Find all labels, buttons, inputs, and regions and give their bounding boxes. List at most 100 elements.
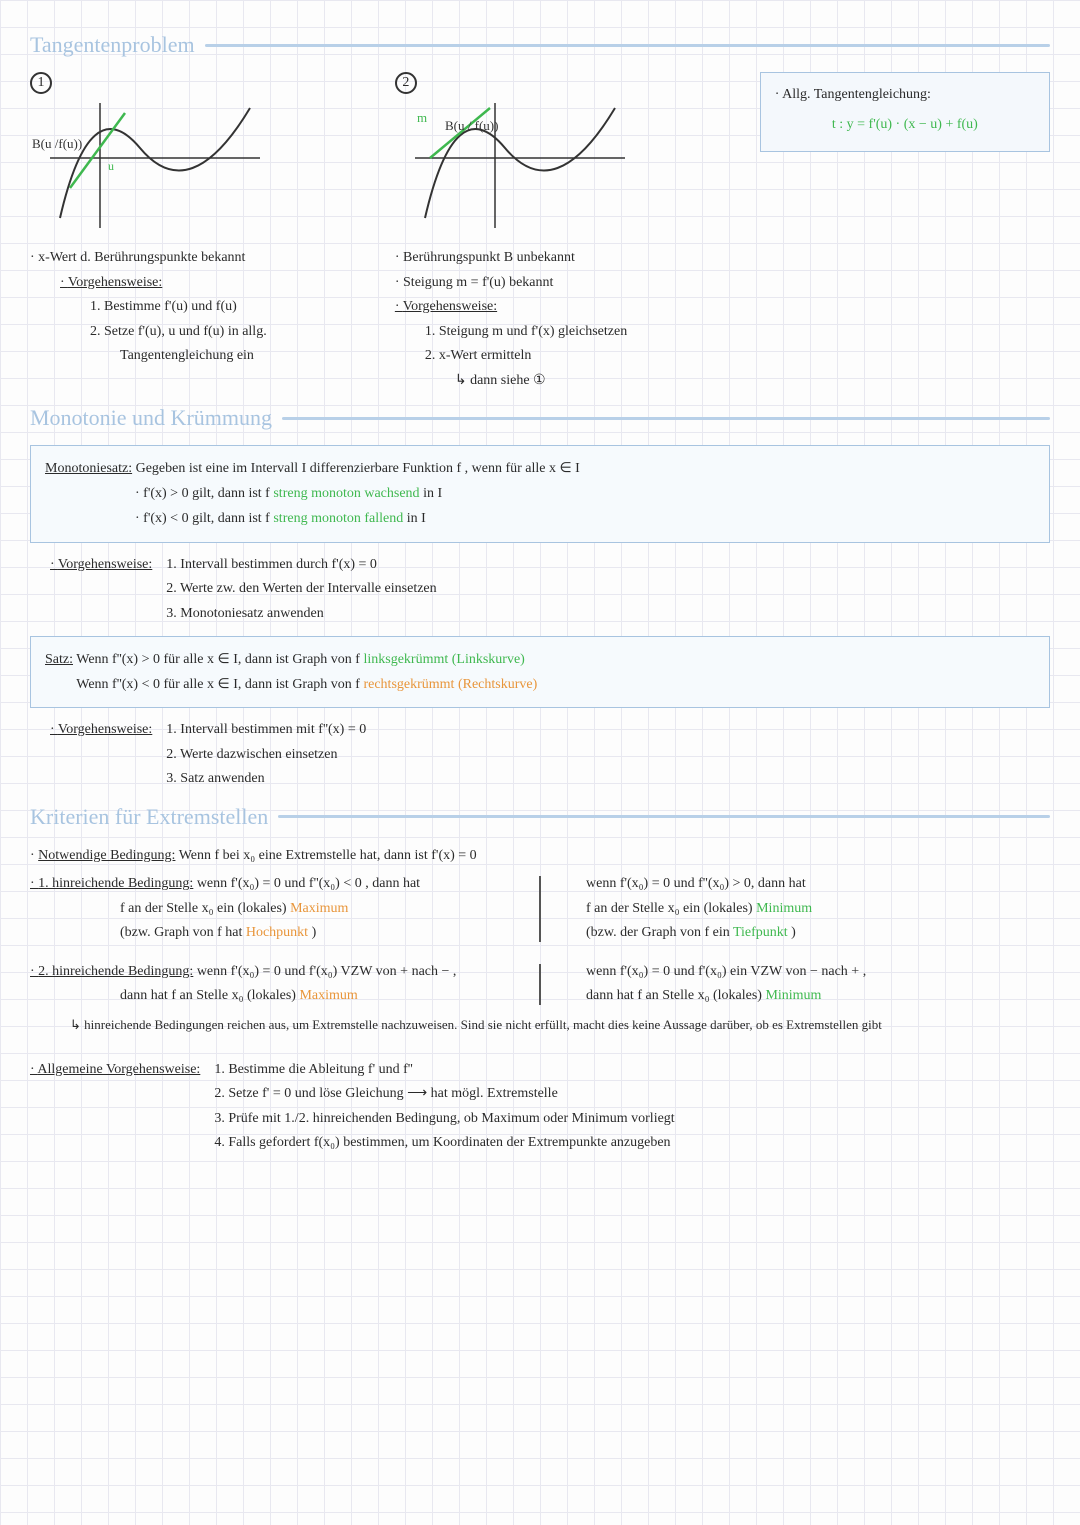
hin1r-l3c: ) bbox=[791, 925, 796, 940]
kruemmung-box: Satz: Wenn f''(x) > 0 für alle x ∈ I, da… bbox=[30, 636, 1050, 708]
mono-l1b: streng monoton wachsend bbox=[273, 486, 419, 501]
satz-lead: Satz: bbox=[45, 652, 73, 667]
allg-s2: 2. Setze f' = 0 und löse Gleichung ⟶ hat… bbox=[214, 1082, 674, 1107]
section-title-monotonie: Monotonie und Krümmung bbox=[30, 405, 1050, 431]
hin1r-l3b: Tiefpunkt bbox=[733, 925, 788, 940]
mono-l1a: f'(x) > 0 gilt, dann ist f bbox=[143, 486, 273, 501]
graph2: m B(u / f(u)) bbox=[395, 98, 750, 238]
formula-title: Allg. Tangentengleichung: bbox=[775, 83, 1035, 107]
hin2r-l2a: dann hat f an Stelle x₀ (lokales) bbox=[586, 988, 765, 1003]
hin1l-l2b: Maximum bbox=[290, 901, 348, 916]
vorg2-s3: 3. Satz anwenden bbox=[166, 767, 366, 792]
g1-l1: x-Wert d. Berührungspunkte bekannt bbox=[30, 246, 385, 271]
title-text-3: Kriterien für Extremstellen bbox=[30, 804, 268, 830]
vorg2-s2: 2. Werte dazwischen einsetzen bbox=[166, 743, 366, 768]
hin2-lead: 2. hinreichende Bedingung: bbox=[30, 964, 193, 979]
hin1r-l2a: f an der Stelle x₀ ein (lokales) bbox=[586, 901, 756, 916]
graph1-svg: B(u /f(u)) u bbox=[30, 98, 270, 238]
notw-txt: Wenn f bei x₀ eine Extremstelle hat, dan… bbox=[179, 848, 477, 863]
hin1l-l3a: (bzw. Graph von f hat bbox=[120, 925, 246, 940]
g2-l2: Steigung m = f'(u) bekannt bbox=[395, 271, 750, 296]
graph2-svg: m B(u / f(u)) bbox=[395, 98, 635, 238]
satz-l1b: linksgekrümmt (Linkskurve) bbox=[363, 652, 524, 667]
circled-2: 2 bbox=[395, 72, 417, 94]
hin2l-l2b: Maximum bbox=[299, 988, 357, 1003]
hin1r-l3: (bzw. der Graph von f ein Tiefpunkt ) bbox=[586, 925, 796, 940]
satz-l1a: Wenn f''(x) > 0 für alle x ∈ I, dann ist… bbox=[76, 652, 363, 667]
g2-s1: 1. Steigung m und f'(x) gleichsetzen bbox=[395, 320, 750, 345]
hin2l-l1: wenn f'(x₀) = 0 und f'(x₀) VZW von + nac… bbox=[197, 964, 457, 979]
vorg1-s3: 3. Monotoniesatz anwenden bbox=[166, 602, 436, 627]
hin1-lead: 1. hinreichende Bedingung: bbox=[30, 876, 193, 891]
graph1-col: 1 B(u /f(u)) u x-Wert d. Berührungspunkt… bbox=[30, 72, 385, 369]
tangent-row: 1 B(u /f(u)) u x-Wert d. Berührungspunkt… bbox=[30, 72, 1050, 393]
mono-lead: Monotoniesatz: bbox=[45, 461, 132, 476]
mono-l2a: f'(x) < 0 gilt, dann ist f bbox=[143, 511, 273, 526]
hin1r-l2b: Minimum bbox=[756, 901, 812, 916]
g1-l2: Vorgehensweise: bbox=[30, 271, 385, 296]
allg-s1: 1. Bestimme die Ableitung f' und f'' bbox=[214, 1058, 674, 1083]
notw-lead: Notwendige Bedingung: bbox=[38, 848, 175, 863]
hin1-row: 1. hinreichende Bedingung: wenn f'(x₀) =… bbox=[30, 872, 1050, 946]
formula-col: Allg. Tangentengleichung: t : y = f'(u) … bbox=[760, 72, 1050, 152]
mono-l2b: streng monoton fallend bbox=[273, 511, 403, 526]
circled-1: 1 bbox=[30, 72, 52, 94]
mono-l1c: in I bbox=[423, 486, 442, 501]
notw: Notwendige Bedingung: Wenn f bei x₀ eine… bbox=[30, 844, 1050, 869]
hin2l-l2: dann hat f an Stelle x₀ (lokales) Maximu… bbox=[30, 988, 358, 1003]
allg-lead: Allgemeine Vorgehensweise: bbox=[30, 1058, 200, 1156]
hin2l-l2a: dann hat f an Stelle x₀ (lokales) bbox=[120, 988, 299, 1003]
hin1l-l3: (bzw. Graph von f hat Hochpunkt ) bbox=[30, 925, 316, 940]
hin2-left: 2. hinreichende Bedingung: wenn f'(x₀) =… bbox=[30, 960, 494, 1009]
hin2-row: 2. hinreichende Bedingung: wenn f'(x₀) =… bbox=[30, 960, 1050, 1009]
g1-s2: 2. Setze f'(u), u und f(u) in allg. bbox=[30, 320, 385, 345]
hin1l-l1: wenn f'(x₀) = 0 und f''(x₀) < 0 , dann h… bbox=[197, 876, 420, 891]
g1-u: u bbox=[108, 159, 114, 173]
g1-point-label: B(u /f(u)) bbox=[32, 136, 82, 151]
allg-steps: 1. Bestimme die Ableitung f' und f'' 2. … bbox=[214, 1058, 674, 1156]
allg-s4: 4. Falls gefordert f(x₀) bestimmen, um K… bbox=[214, 1131, 674, 1156]
g2-point-label: B(u / f(u)) bbox=[445, 118, 498, 133]
g1-s1: 1. Bestimme f'(u) und f(u) bbox=[30, 295, 385, 320]
mono-l2c: in I bbox=[407, 511, 426, 526]
vorg2-s1: 1. Intervall bestimmen mit f''(x) = 0 bbox=[166, 718, 366, 743]
title-text-2: Monotonie und Krümmung bbox=[30, 405, 272, 431]
vorg2-steps: 1. Intervall bestimmen mit f''(x) = 0 2.… bbox=[166, 718, 366, 792]
vorg1-s2: 2. Werte zw. den Werten der Intervalle e… bbox=[166, 577, 436, 602]
mono-l2: f'(x) < 0 gilt, dann ist f streng monoto… bbox=[45, 511, 426, 526]
g2-s3: dann siehe ① bbox=[395, 369, 750, 394]
vorg1-s1: 1. Intervall bestimmen durch f'(x) = 0 bbox=[166, 553, 436, 578]
monotonie-box: Monotoniesatz: Gegeben ist eine im Inter… bbox=[30, 445, 1050, 543]
g2-m: m bbox=[417, 110, 427, 125]
vorg2-lead: Vorgehensweise: bbox=[50, 718, 152, 792]
g2-s2: 2. x-Wert ermitteln bbox=[395, 344, 750, 369]
title-text: Tangentenproblem bbox=[30, 32, 195, 58]
vline-1 bbox=[539, 876, 541, 942]
vorg1-lead: Vorgehensweise: bbox=[50, 553, 152, 627]
vorg1-steps: 1. Intervall bestimmen durch f'(x) = 0 2… bbox=[166, 553, 436, 627]
hin1l-l3c: ) bbox=[312, 925, 317, 940]
satz-l2a: Wenn f''(x) < 0 für alle x ∈ I, dann ist… bbox=[76, 677, 363, 692]
hin1-right: wenn f'(x₀) = 0 und f''(x₀) > 0, dann ha… bbox=[586, 872, 1050, 946]
g2-l3: Vorgehensweise: bbox=[395, 295, 750, 320]
vorg2: Vorgehensweise: 1. Intervall bestimmen m… bbox=[50, 718, 1050, 792]
g2-l1: Berührungspunkt B unbekannt bbox=[395, 246, 750, 271]
g1-s3: Tangentengleichung ein bbox=[30, 344, 385, 369]
hin1r-l3a: (bzw. der Graph von f ein bbox=[586, 925, 733, 940]
hin1l-l2: f an der Stelle x₀ ein (lokales) Maximum bbox=[30, 901, 348, 916]
graph2-col: 2 m B(u / f(u)) Berührungspunkt B unbeka… bbox=[395, 72, 750, 393]
hin2r-l1: wenn f'(x₀) = 0 und f'(x₀) ein VZW von −… bbox=[586, 964, 866, 979]
section-title-extrem: Kriterien für Extremstellen bbox=[30, 804, 1050, 830]
hin-note: hinreichende Bedingungen reichen aus, um… bbox=[30, 1015, 1050, 1036]
mono-l1: f'(x) > 0 gilt, dann ist f streng monoto… bbox=[45, 486, 442, 501]
hin2r-l2b: Minimum bbox=[765, 988, 821, 1003]
vorg1: Vorgehensweise: 1. Intervall bestimmen d… bbox=[50, 553, 1050, 627]
hin2-right: wenn f'(x₀) = 0 und f'(x₀) ein VZW von −… bbox=[586, 960, 1050, 1009]
hin1r-l2: f an der Stelle x₀ ein (lokales) Minimum bbox=[586, 901, 812, 916]
hin1-left: 1. hinreichende Bedingung: wenn f'(x₀) =… bbox=[30, 872, 494, 946]
tangent-eq: t : y = f'(u) · (x − u) + f(u) bbox=[775, 113, 1035, 137]
hin2r-l2: dann hat f an Stelle x₀ (lokales) Minimu… bbox=[586, 988, 821, 1003]
allg: Allgemeine Vorgehensweise: 1. Bestimme d… bbox=[30, 1058, 1050, 1156]
vline-2 bbox=[539, 964, 541, 1005]
tangent-formula-box: Allg. Tangentengleichung: t : y = f'(u) … bbox=[760, 72, 1050, 152]
